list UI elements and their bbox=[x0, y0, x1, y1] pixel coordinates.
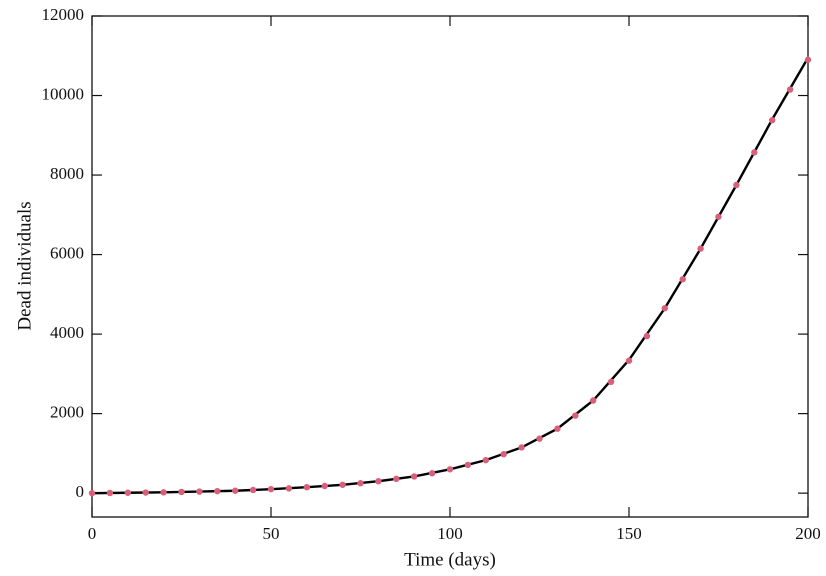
data-point bbox=[357, 480, 364, 487]
data-point bbox=[643, 332, 651, 340]
data-point bbox=[267, 485, 275, 493]
y-tick-label: 8000 bbox=[50, 164, 84, 183]
data-point bbox=[142, 489, 149, 496]
data-point bbox=[428, 470, 436, 477]
data-point bbox=[751, 149, 758, 156]
data-point bbox=[124, 489, 131, 496]
data-point bbox=[607, 378, 615, 386]
data-point bbox=[661, 305, 668, 312]
data-point bbox=[88, 489, 96, 497]
data-point bbox=[411, 473, 418, 480]
y-axis-title: Dead individuals bbox=[14, 201, 35, 330]
data-point bbox=[232, 487, 239, 494]
data-point bbox=[625, 357, 633, 364]
data-point bbox=[536, 435, 543, 442]
data-point bbox=[804, 56, 812, 63]
data-point bbox=[446, 466, 454, 473]
x-axis-title: Time (days) bbox=[404, 549, 496, 570]
data-point bbox=[375, 478, 382, 485]
data-point bbox=[679, 276, 686, 283]
data-point bbox=[285, 485, 293, 492]
data-point bbox=[249, 486, 257, 494]
y-tick-label: 12000 bbox=[42, 5, 85, 24]
data-point bbox=[178, 488, 185, 496]
y-tick-label: 2000 bbox=[50, 403, 84, 422]
data-point bbox=[482, 456, 489, 464]
data-point bbox=[554, 425, 561, 432]
data-point bbox=[500, 450, 507, 458]
data-point bbox=[214, 487, 221, 495]
data-point bbox=[303, 483, 310, 491]
data-point bbox=[464, 461, 472, 469]
data-point bbox=[572, 412, 579, 419]
data-point bbox=[715, 213, 722, 220]
x-tick-label: 50 bbox=[263, 524, 280, 543]
data-line bbox=[91, 57, 810, 495]
data-point bbox=[339, 481, 346, 488]
plot-frame bbox=[91, 15, 809, 518]
data-point bbox=[160, 489, 167, 496]
data-point bbox=[196, 488, 203, 495]
x-tick-label: 200 bbox=[795, 524, 821, 543]
data-point bbox=[769, 116, 776, 124]
data-point bbox=[697, 245, 704, 252]
data-point bbox=[106, 489, 114, 497]
x-tick-label: 100 bbox=[437, 524, 463, 543]
y-tick-label: 6000 bbox=[50, 243, 84, 262]
y-tick-label: 4000 bbox=[50, 323, 84, 342]
x-tick-label: 150 bbox=[616, 524, 642, 543]
data-point bbox=[733, 181, 740, 189]
data-point bbox=[590, 397, 597, 404]
y-tick-label: 10000 bbox=[42, 84, 85, 103]
data-point bbox=[321, 482, 328, 490]
y-tick-label: 0 bbox=[76, 482, 85, 501]
data-point bbox=[393, 475, 400, 483]
x-tick-label: 0 bbox=[88, 524, 97, 543]
data-point bbox=[786, 86, 794, 93]
data-point bbox=[518, 444, 525, 451]
